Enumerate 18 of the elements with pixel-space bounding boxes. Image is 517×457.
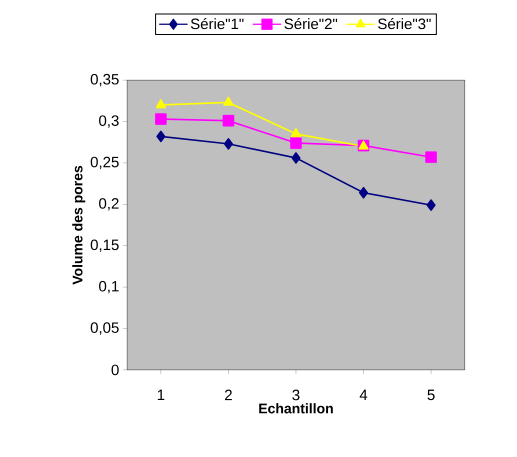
y-tick-label: 0,25 — [90, 156, 119, 170]
y-tick-label: 0,2 — [99, 198, 119, 210]
y-tick-label: 0,3 — [99, 115, 119, 128]
y-axis-title: Volume des pores — [72, 166, 86, 285]
y-tick-label: 0,1 — [99, 280, 119, 294]
legend-label: Série"2" — [284, 18, 338, 30]
x-tick-label: 5 — [427, 390, 435, 400]
y-tick-label: 0,15 — [90, 240, 119, 252]
x-tick-label: 1 — [158, 390, 164, 400]
x-tick-label: 4 — [360, 390, 368, 400]
x-tick-label: 3 — [292, 390, 300, 400]
y-tick-label: 0,05 — [90, 322, 119, 335]
x-axis-title: Echantillon — [259, 403, 333, 414]
y-tick-label: 0,35 — [90, 74, 119, 86]
legend-label: Série"1" — [190, 18, 244, 30]
legend-label: Série"3" — [378, 18, 431, 30]
x-tick-label: 2 — [225, 390, 232, 400]
y-tick-label: 0 — [112, 364, 119, 376]
